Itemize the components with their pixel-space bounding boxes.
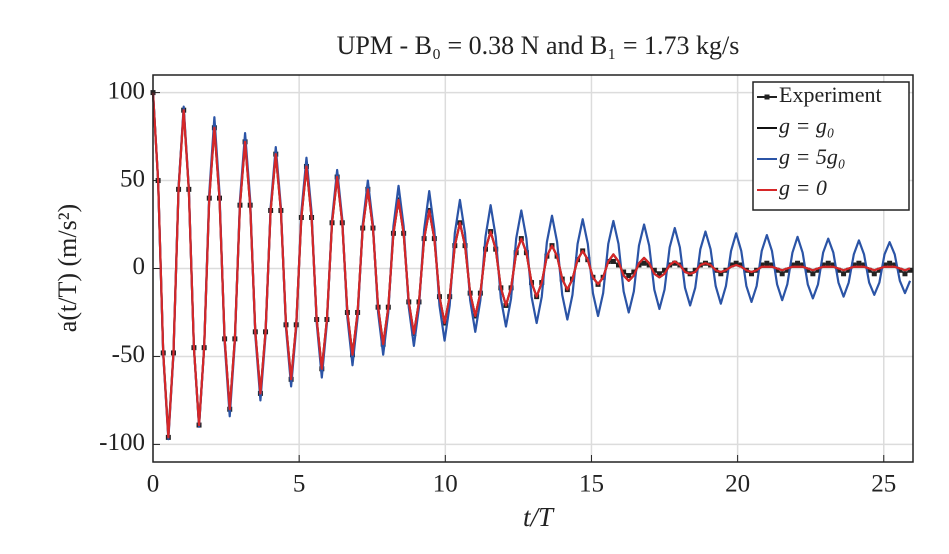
data-point xyxy=(784,267,790,273)
data-point xyxy=(672,260,678,266)
data-point xyxy=(738,262,744,268)
data-point xyxy=(626,273,632,279)
chart-title: UPM - B₀ = 0.38 N and B₁ = 1.73 kg/s xyxy=(337,31,740,60)
legend-label: Experiment xyxy=(779,82,882,107)
data-point xyxy=(815,267,821,273)
data-point xyxy=(759,262,765,268)
legend-label: g = g₀ xyxy=(779,113,835,138)
data-point xyxy=(882,262,887,268)
data-point xyxy=(820,262,826,268)
data-point xyxy=(749,271,754,277)
data-point xyxy=(651,267,657,273)
x-tick-label: 20 xyxy=(725,471,750,498)
x-tick-label: 0 xyxy=(147,471,160,498)
data-point xyxy=(656,271,662,277)
x-tick-label: 10 xyxy=(433,471,458,498)
legend: Experiment g = g₀ g = 5g₀ g = 0 xyxy=(752,81,910,211)
data-point xyxy=(779,271,785,277)
data-point xyxy=(800,262,806,268)
data-point xyxy=(774,267,780,273)
data-point xyxy=(866,267,872,273)
data-point xyxy=(728,262,734,268)
y-axis-label: a(t/T) (m/s²) xyxy=(53,204,82,332)
legend-label: g = 5g₀ xyxy=(779,144,846,169)
data-point xyxy=(641,260,647,266)
legend-marker xyxy=(764,94,770,100)
x-tick-label: 25 xyxy=(871,471,896,498)
legend-box xyxy=(752,81,910,211)
data-point xyxy=(825,260,831,266)
x-tick-label: 15 xyxy=(579,471,604,498)
data-point xyxy=(616,262,621,268)
data-point xyxy=(733,260,739,266)
data-point xyxy=(621,269,627,275)
y-tick-label: -50 xyxy=(112,341,145,368)
data-point xyxy=(876,267,882,273)
x-tick-label: 5 xyxy=(293,471,306,498)
data-point xyxy=(805,267,811,273)
series-line xyxy=(151,92,911,439)
data-point xyxy=(861,262,867,268)
data-point xyxy=(830,262,836,268)
data-point xyxy=(856,260,862,266)
data-point xyxy=(835,267,841,273)
data-point xyxy=(631,269,637,275)
data-point xyxy=(907,267,913,273)
data-point xyxy=(795,260,801,266)
data-point xyxy=(887,260,893,266)
data-point xyxy=(897,267,903,273)
data-point xyxy=(851,262,857,268)
data-point xyxy=(718,271,724,277)
legend-label: g = 0 xyxy=(779,175,827,200)
y-tick-label: 0 xyxy=(133,253,146,280)
data-point xyxy=(892,262,898,268)
x-axis-label: t/T xyxy=(523,502,555,532)
data-point xyxy=(789,262,795,268)
y-tick-label: 50 xyxy=(120,165,145,192)
data-point xyxy=(902,271,908,277)
data-point xyxy=(764,260,770,266)
data-point xyxy=(841,271,847,277)
data-point xyxy=(810,271,816,277)
data-point xyxy=(871,271,877,277)
data-point xyxy=(846,267,852,273)
data-point xyxy=(610,258,616,264)
y-tick-label: -100 xyxy=(99,429,145,456)
data-point xyxy=(769,262,775,268)
y-tick-label: 100 xyxy=(108,77,146,104)
axes-frame xyxy=(152,74,914,463)
data-point xyxy=(662,267,668,273)
